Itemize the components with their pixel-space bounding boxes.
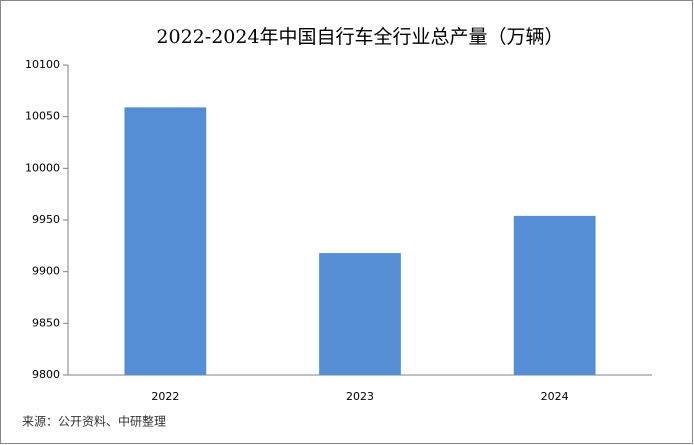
y-tick-label: 10100: [25, 58, 60, 71]
bar: [513, 215, 596, 375]
bar: [124, 107, 207, 375]
x-tick-label: 2022: [151, 390, 179, 403]
y-tick-label: 9950: [32, 213, 60, 226]
bar: [319, 253, 401, 375]
y-tick-label: 10050: [25, 110, 60, 123]
y-tick-label: 9900: [32, 265, 60, 278]
y-tick-label: 9850: [32, 316, 60, 329]
y-tick-label: 9800: [32, 368, 60, 381]
source-note: 来源：公开资料、中研整理: [22, 414, 166, 429]
x-tick-label: 2023: [346, 390, 374, 403]
y-tick-label: 10000: [25, 161, 60, 174]
x-tick-label: 2024: [541, 390, 569, 403]
chart-title: 2022-2024年中国自行车全行业总产量（万辆）: [156, 26, 563, 48]
